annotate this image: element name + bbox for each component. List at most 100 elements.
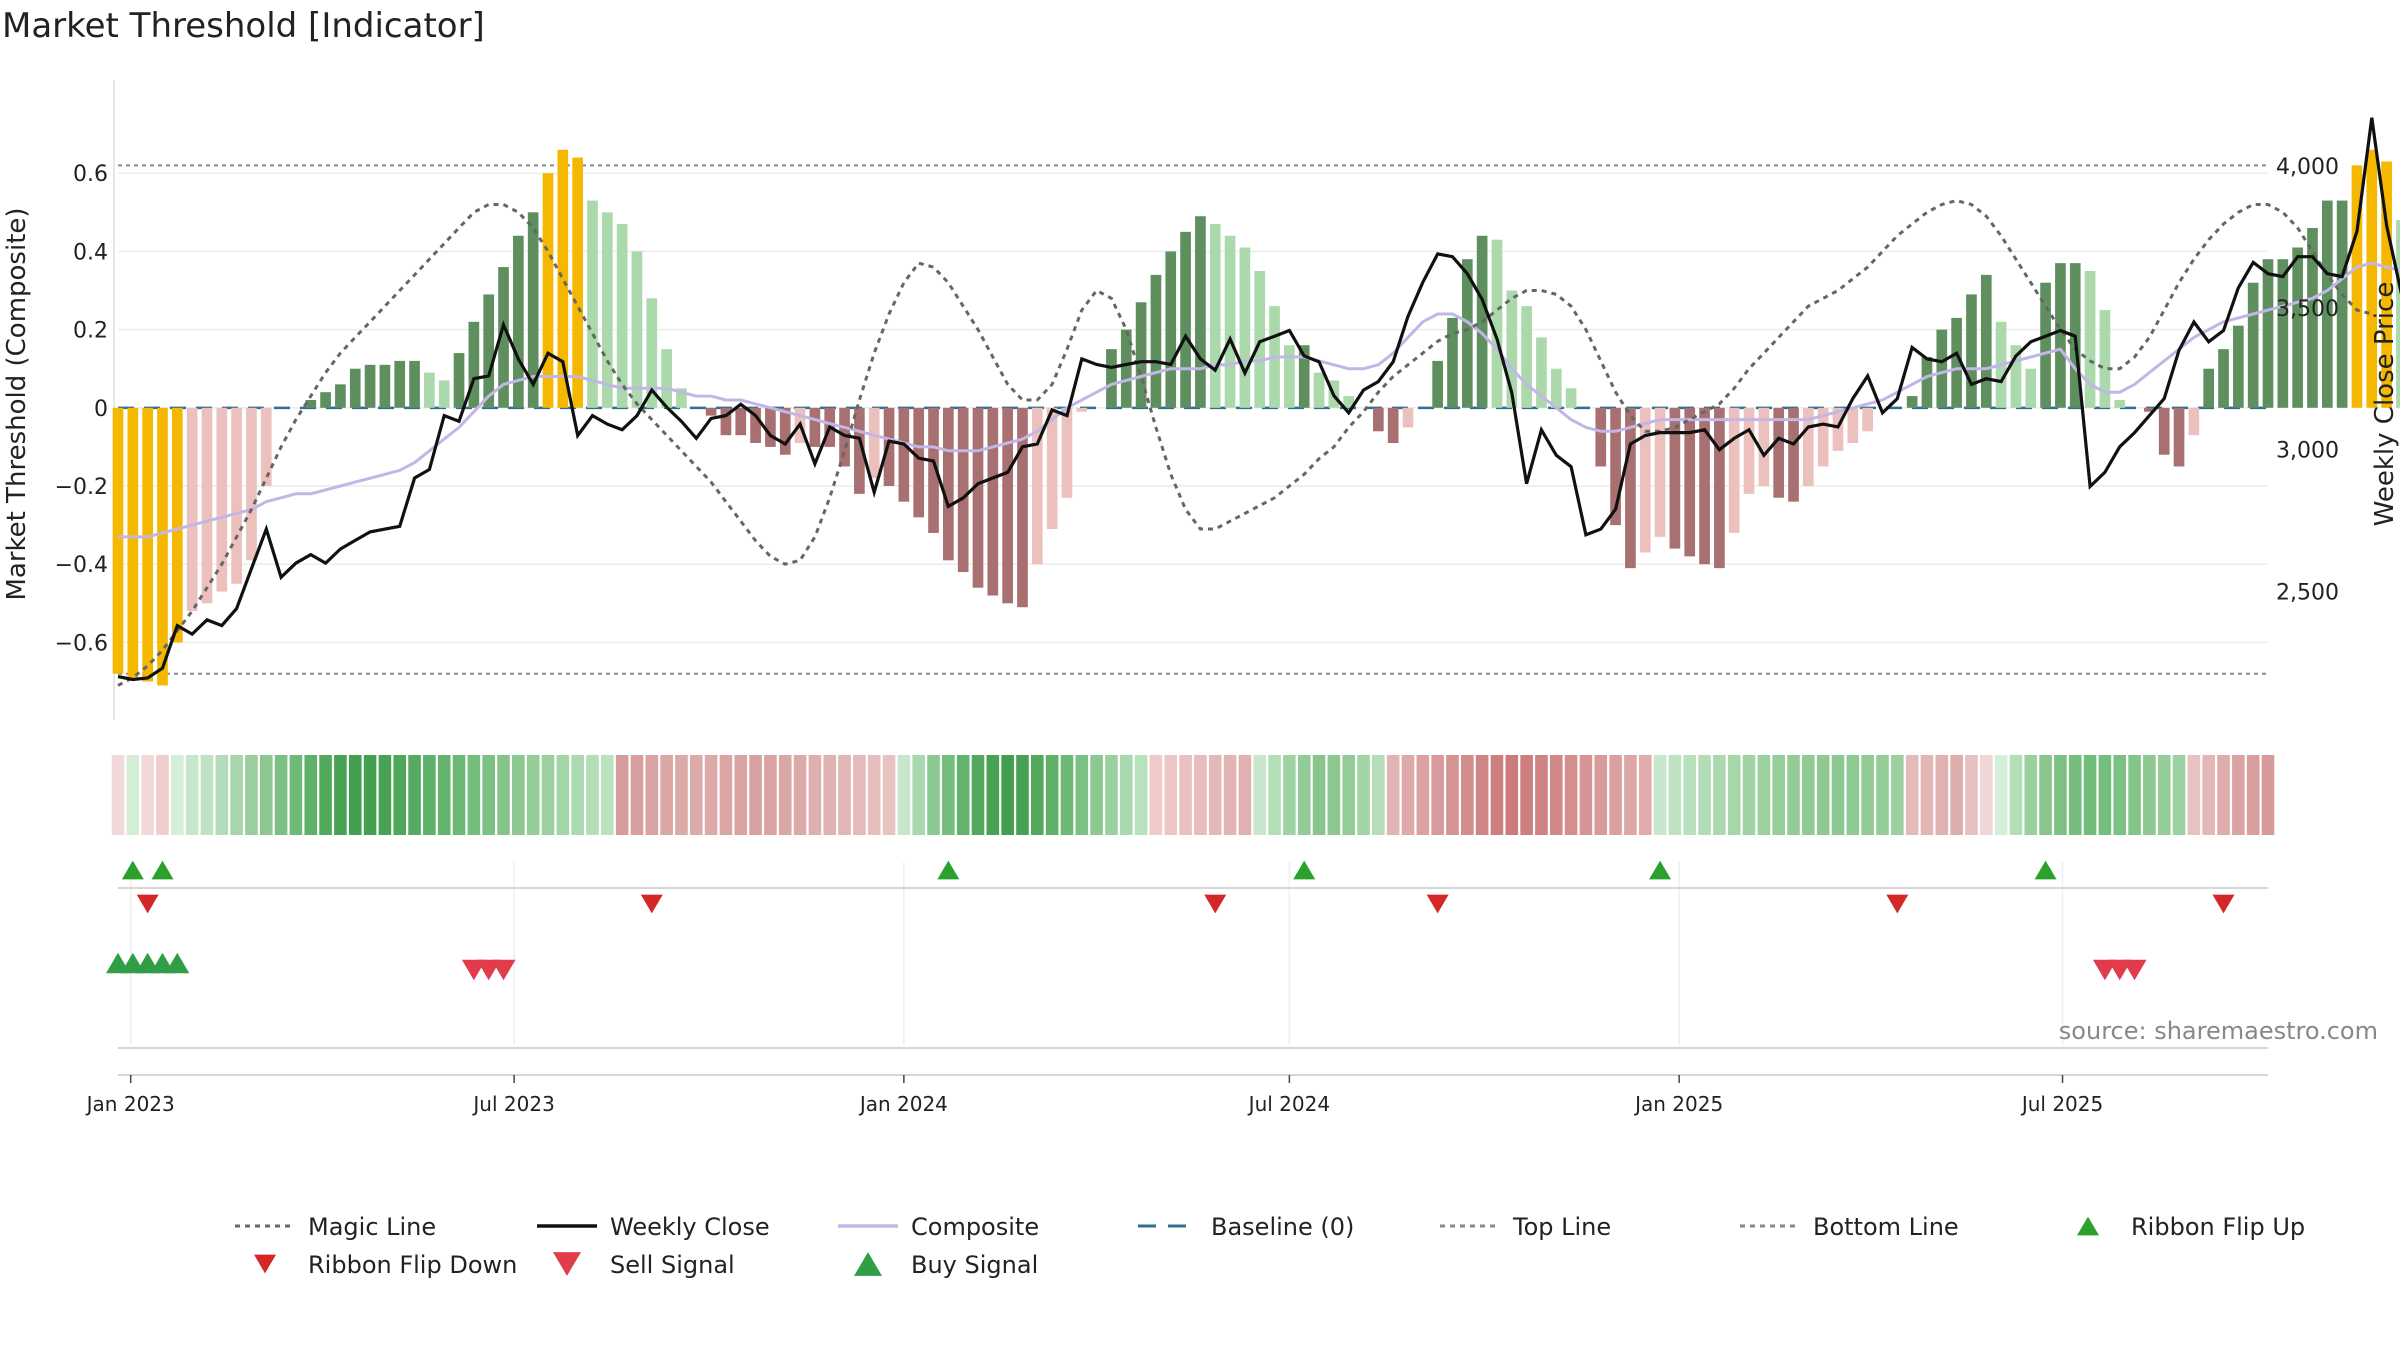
composite-bar bbox=[779, 407, 791, 455]
ribbon-cell bbox=[1698, 755, 1711, 835]
ribbon-cell bbox=[2128, 755, 2141, 835]
composite-bar bbox=[2218, 349, 2229, 408]
left-axis-ticks: 0.6 0.4 0.2 0 −0.2 −0.4 −0.6 bbox=[55, 162, 108, 656]
ribbon-cell bbox=[1223, 755, 1237, 835]
ribbon-cell bbox=[838, 755, 851, 835]
ribbon-cell bbox=[1238, 755, 1252, 835]
composite-bar bbox=[765, 407, 776, 447]
x-tick-label: Jul 2023 bbox=[471, 1092, 554, 1116]
left-tick-label: 0 bbox=[94, 397, 108, 422]
legend-label: Magic Line bbox=[308, 1213, 436, 1241]
x-tick-label: Jan 2023 bbox=[85, 1092, 175, 1116]
legend-item: Bottom Line bbox=[1740, 1213, 1959, 1241]
right-axis-ticks: 4,000 3,500 3,000 2,500 bbox=[2276, 155, 2339, 606]
composite-bar bbox=[1654, 407, 1666, 537]
ribbon-cell bbox=[1208, 755, 1222, 835]
composite-bar bbox=[1817, 407, 1829, 467]
composite-bar bbox=[305, 400, 317, 408]
right-tick-label: 2,500 bbox=[2276, 581, 2339, 606]
right-tick-label: 3,500 bbox=[2276, 297, 2339, 322]
composite-bar bbox=[409, 360, 420, 408]
composite-bar bbox=[1017, 407, 1028, 608]
ribbon-cell bbox=[1016, 755, 1029, 835]
ribbon-cell bbox=[601, 755, 614, 835]
composite-bar bbox=[1743, 407, 1755, 494]
ribbon-cell bbox=[675, 755, 688, 835]
composite-bar bbox=[364, 364, 376, 408]
ribbon-cell bbox=[467, 755, 481, 835]
sell-signal-marker bbox=[2122, 959, 2147, 981]
ribbon-cell bbox=[1905, 755, 1919, 835]
ribbon-cell bbox=[1965, 755, 1978, 835]
composite-bar bbox=[1521, 306, 1532, 408]
ribbon-cell bbox=[1401, 755, 1415, 835]
composite-bar bbox=[513, 235, 524, 408]
right-axis-label: Weekly Close Price bbox=[2370, 282, 2400, 527]
composite-bar bbox=[2381, 161, 2392, 408]
composite-bar bbox=[587, 200, 598, 408]
composite-bar bbox=[1373, 407, 1384, 432]
composite-bar bbox=[1966, 294, 1977, 408]
ribbon-cell bbox=[1549, 755, 1563, 835]
ribbon-cell bbox=[1327, 755, 1341, 835]
composite-bar bbox=[2144, 407, 2155, 412]
ribbon-cell bbox=[749, 755, 762, 835]
composite-bar bbox=[1684, 407, 1696, 557]
composite-bar bbox=[1921, 356, 1933, 408]
composite-bar bbox=[868, 407, 880, 479]
composite-bar bbox=[142, 407, 153, 682]
composite-bar bbox=[320, 392, 331, 408]
ribbon-cell bbox=[126, 755, 140, 835]
ribbon-cell bbox=[1831, 755, 1845, 835]
composite-bar bbox=[2366, 149, 2378, 408]
ribbon-cell bbox=[956, 755, 970, 835]
ribbon-cell bbox=[1802, 755, 1815, 835]
ribbon-cell bbox=[1253, 755, 1267, 835]
composite-bar bbox=[809, 407, 821, 447]
left-tick-label: −0.2 bbox=[55, 475, 108, 500]
ribbon-flip-up-marker bbox=[121, 860, 144, 880]
composite-bar bbox=[2158, 407, 2170, 455]
series-lines bbox=[117, 117, 2400, 687]
ribbon-flip-down-marker bbox=[2212, 894, 2235, 914]
ribbon-cell bbox=[2098, 755, 2112, 835]
ribbon-cell bbox=[630, 755, 644, 835]
legend-item: Ribbon Flip Up bbox=[2077, 1213, 2305, 1241]
composite-bar bbox=[1862, 407, 1873, 432]
composite-bar bbox=[1135, 302, 1147, 408]
ribbon-cell bbox=[274, 755, 288, 835]
composite-bar bbox=[1625, 407, 1636, 569]
ribbon-cell bbox=[1297, 755, 1311, 835]
ribbon-cell bbox=[2143, 755, 2156, 835]
composite-bar bbox=[186, 407, 198, 612]
composite-bar bbox=[1254, 270, 1266, 408]
composite-bar bbox=[1550, 368, 1562, 408]
main-grid bbox=[113, 80, 2268, 720]
ribbon-cell bbox=[1713, 755, 1726, 835]
composite-bar bbox=[1639, 407, 1651, 553]
ribbon-flip-down-marker bbox=[640, 894, 663, 914]
composite-bar bbox=[601, 212, 613, 408]
composite-bar bbox=[1610, 407, 1621, 526]
ribbon-cell bbox=[378, 755, 392, 835]
legend: Magic Line Weekly Close Composite Baseline … bbox=[235, 1213, 2305, 1279]
left-tick-label: 0.6 bbox=[73, 162, 108, 187]
ribbon-cell bbox=[1535, 755, 1548, 835]
composite-bar bbox=[750, 407, 761, 444]
legend-label: Bottom Line bbox=[1813, 1213, 1959, 1241]
composite-bar bbox=[1832, 407, 1844, 451]
composite-bar bbox=[972, 407, 984, 588]
composite-bar bbox=[2114, 400, 2126, 408]
composite-bar bbox=[1106, 349, 1117, 408]
ribbon-cell bbox=[334, 755, 347, 835]
x-tick-label: Jan 2025 bbox=[1633, 1092, 1723, 1116]
ribbon-cell bbox=[897, 755, 911, 835]
source-annotation: source: sharemaestro.com bbox=[2059, 1017, 2378, 1045]
ribbon-cell bbox=[986, 755, 1000, 835]
ribbon-cell bbox=[1134, 755, 1148, 835]
ribbon-cell bbox=[1060, 755, 1074, 835]
ribbon-cell bbox=[1920, 755, 1934, 835]
composite-bar bbox=[2203, 368, 2215, 408]
composite-bar bbox=[542, 173, 554, 408]
ribbon-cell bbox=[2113, 755, 2127, 835]
